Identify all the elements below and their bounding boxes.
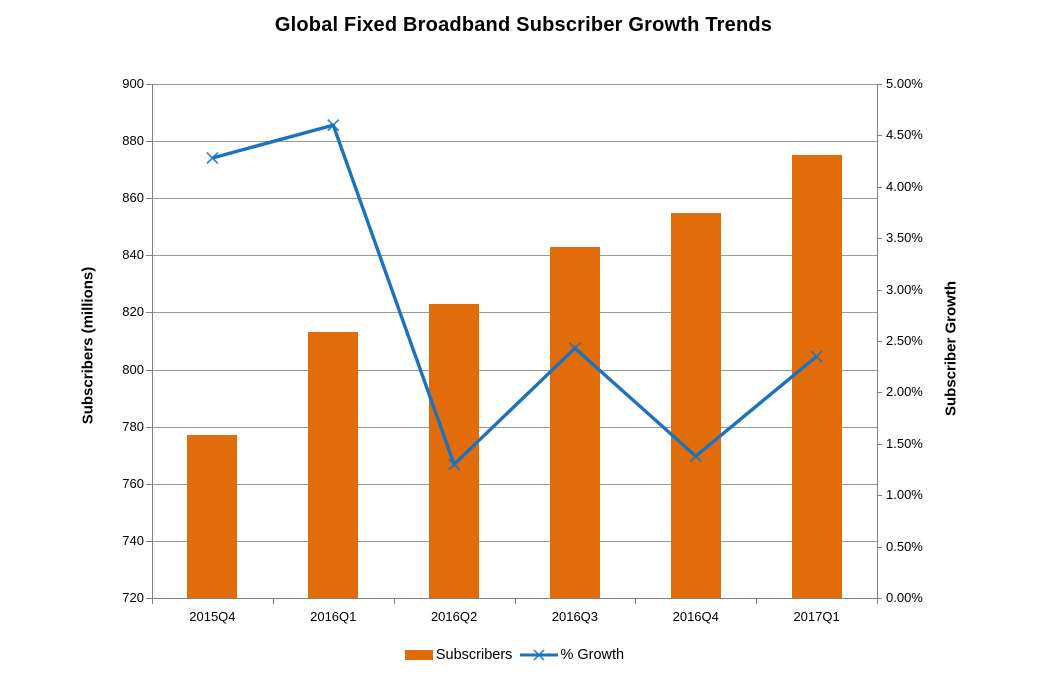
x-axis-tick <box>272 598 274 604</box>
x-axis-category-label: 2016Q4 <box>672 609 719 624</box>
left-axis-tick <box>146 312 152 314</box>
left-axis-tick-label: 780 <box>122 418 144 434</box>
left-axis-line <box>152 84 153 598</box>
right-axis-tick <box>877 238 882 240</box>
x-axis-tick <box>877 598 878 604</box>
right-axis-tick <box>877 186 882 188</box>
right-axis-tick-label: 3.50% <box>886 230 923 246</box>
gridline <box>152 84 877 85</box>
x-axis-category-label: 2016Q2 <box>430 609 478 624</box>
growth-point-marker <box>327 119 340 132</box>
right-axis-tick-label: 2.00% <box>886 384 923 400</box>
right-axis-tick <box>877 135 882 137</box>
gridline <box>152 369 877 371</box>
x-axis-category-label: 2017Q1 <box>793 609 840 624</box>
gridline <box>152 198 877 200</box>
left-axis-tick <box>146 141 152 143</box>
left-axis-tick-label: 720 <box>122 590 144 605</box>
x-axis-tick <box>393 598 395 604</box>
gridline <box>152 540 877 542</box>
left-axis-tick-label: 800 <box>122 361 144 377</box>
right-axis-tick <box>877 598 882 599</box>
right-axis-tick-label: 4.50% <box>886 127 923 143</box>
bar-2016Q4 <box>670 212 721 598</box>
right-axis-tick-label: 0.00% <box>886 590 923 605</box>
growth-line <box>211 123 818 468</box>
left-axis-tick-label: 840 <box>122 247 144 263</box>
left-axis-tick <box>146 198 152 200</box>
bar-2015Q4 <box>187 435 238 598</box>
growth-point-marker <box>206 151 219 165</box>
right-axis-tick <box>877 546 882 548</box>
chart-title: Global Fixed Broadband Subscriber Growth… <box>274 14 773 36</box>
subscribers-legend-label: Subscribers <box>435 647 513 663</box>
left-axis-tick <box>146 84 152 85</box>
right-axis-line <box>877 84 878 599</box>
bar-2017Q1 <box>791 155 842 598</box>
bar-2016Q1 <box>308 332 359 598</box>
right-axis-tick-label: 1.00% <box>886 487 923 503</box>
left-axis-tick-label: 900 <box>122 76 144 91</box>
right-axis-tick-label: 2.50% <box>886 333 923 348</box>
left-axis-tick <box>146 598 152 599</box>
left-axis-tick-label: 860 <box>122 190 144 206</box>
x-axis-category-label: 2015Q4 <box>189 609 236 624</box>
right-axis-tick-label: 1.50% <box>886 435 923 451</box>
left-axis-tick-label: 820 <box>122 304 144 320</box>
bar-2016Q3 <box>549 246 600 598</box>
left-axis-tick <box>146 426 152 428</box>
right-axis-tick-label: 3.00% <box>886 281 923 297</box>
x-axis-tick <box>152 598 153 604</box>
left-axis-tick <box>146 255 152 257</box>
right-axis-tick-label: 4.00% <box>886 178 923 194</box>
x-axis-tick <box>635 598 637 604</box>
left-axis-tick-label: 880 <box>122 133 144 149</box>
subscribers-legend-swatch <box>404 650 433 660</box>
right-axis-tick <box>877 495 882 497</box>
right-axis-tick <box>877 392 882 394</box>
right-axis-tick <box>877 341 882 342</box>
left-axis-tick <box>146 540 152 542</box>
bar-2016Q2 <box>429 303 480 598</box>
x-axis-category-label: 2016Q3 <box>551 609 599 624</box>
left-axis-tick <box>146 369 152 371</box>
left-axis-tick-label: 760 <box>122 475 144 491</box>
left-axis-title: Subscribers (millions) <box>79 266 97 425</box>
growth-line-legend-swatch <box>520 649 559 661</box>
left-axis-tick <box>146 483 152 485</box>
gridline <box>152 255 877 257</box>
x-axis-tick <box>514 598 516 604</box>
right-axis-tick <box>877 84 882 85</box>
right-axis-tick-label: 0.50% <box>886 538 923 554</box>
x-axis-tick <box>756 598 758 604</box>
legend: Subscribers % Growth <box>152 647 877 663</box>
left-axis-tick-label: 740 <box>122 532 144 548</box>
right-axis-tick-label: 5.00% <box>886 76 923 91</box>
right-axis-tick <box>877 443 882 445</box>
right-axis-tick <box>877 289 882 291</box>
gridline <box>152 141 877 143</box>
growth-legend-label: % Growth <box>560 647 625 663</box>
gridline <box>152 483 877 485</box>
x-axis-category-label: 2016Q1 <box>310 609 357 624</box>
gridline <box>152 426 877 428</box>
gridline <box>152 312 877 314</box>
